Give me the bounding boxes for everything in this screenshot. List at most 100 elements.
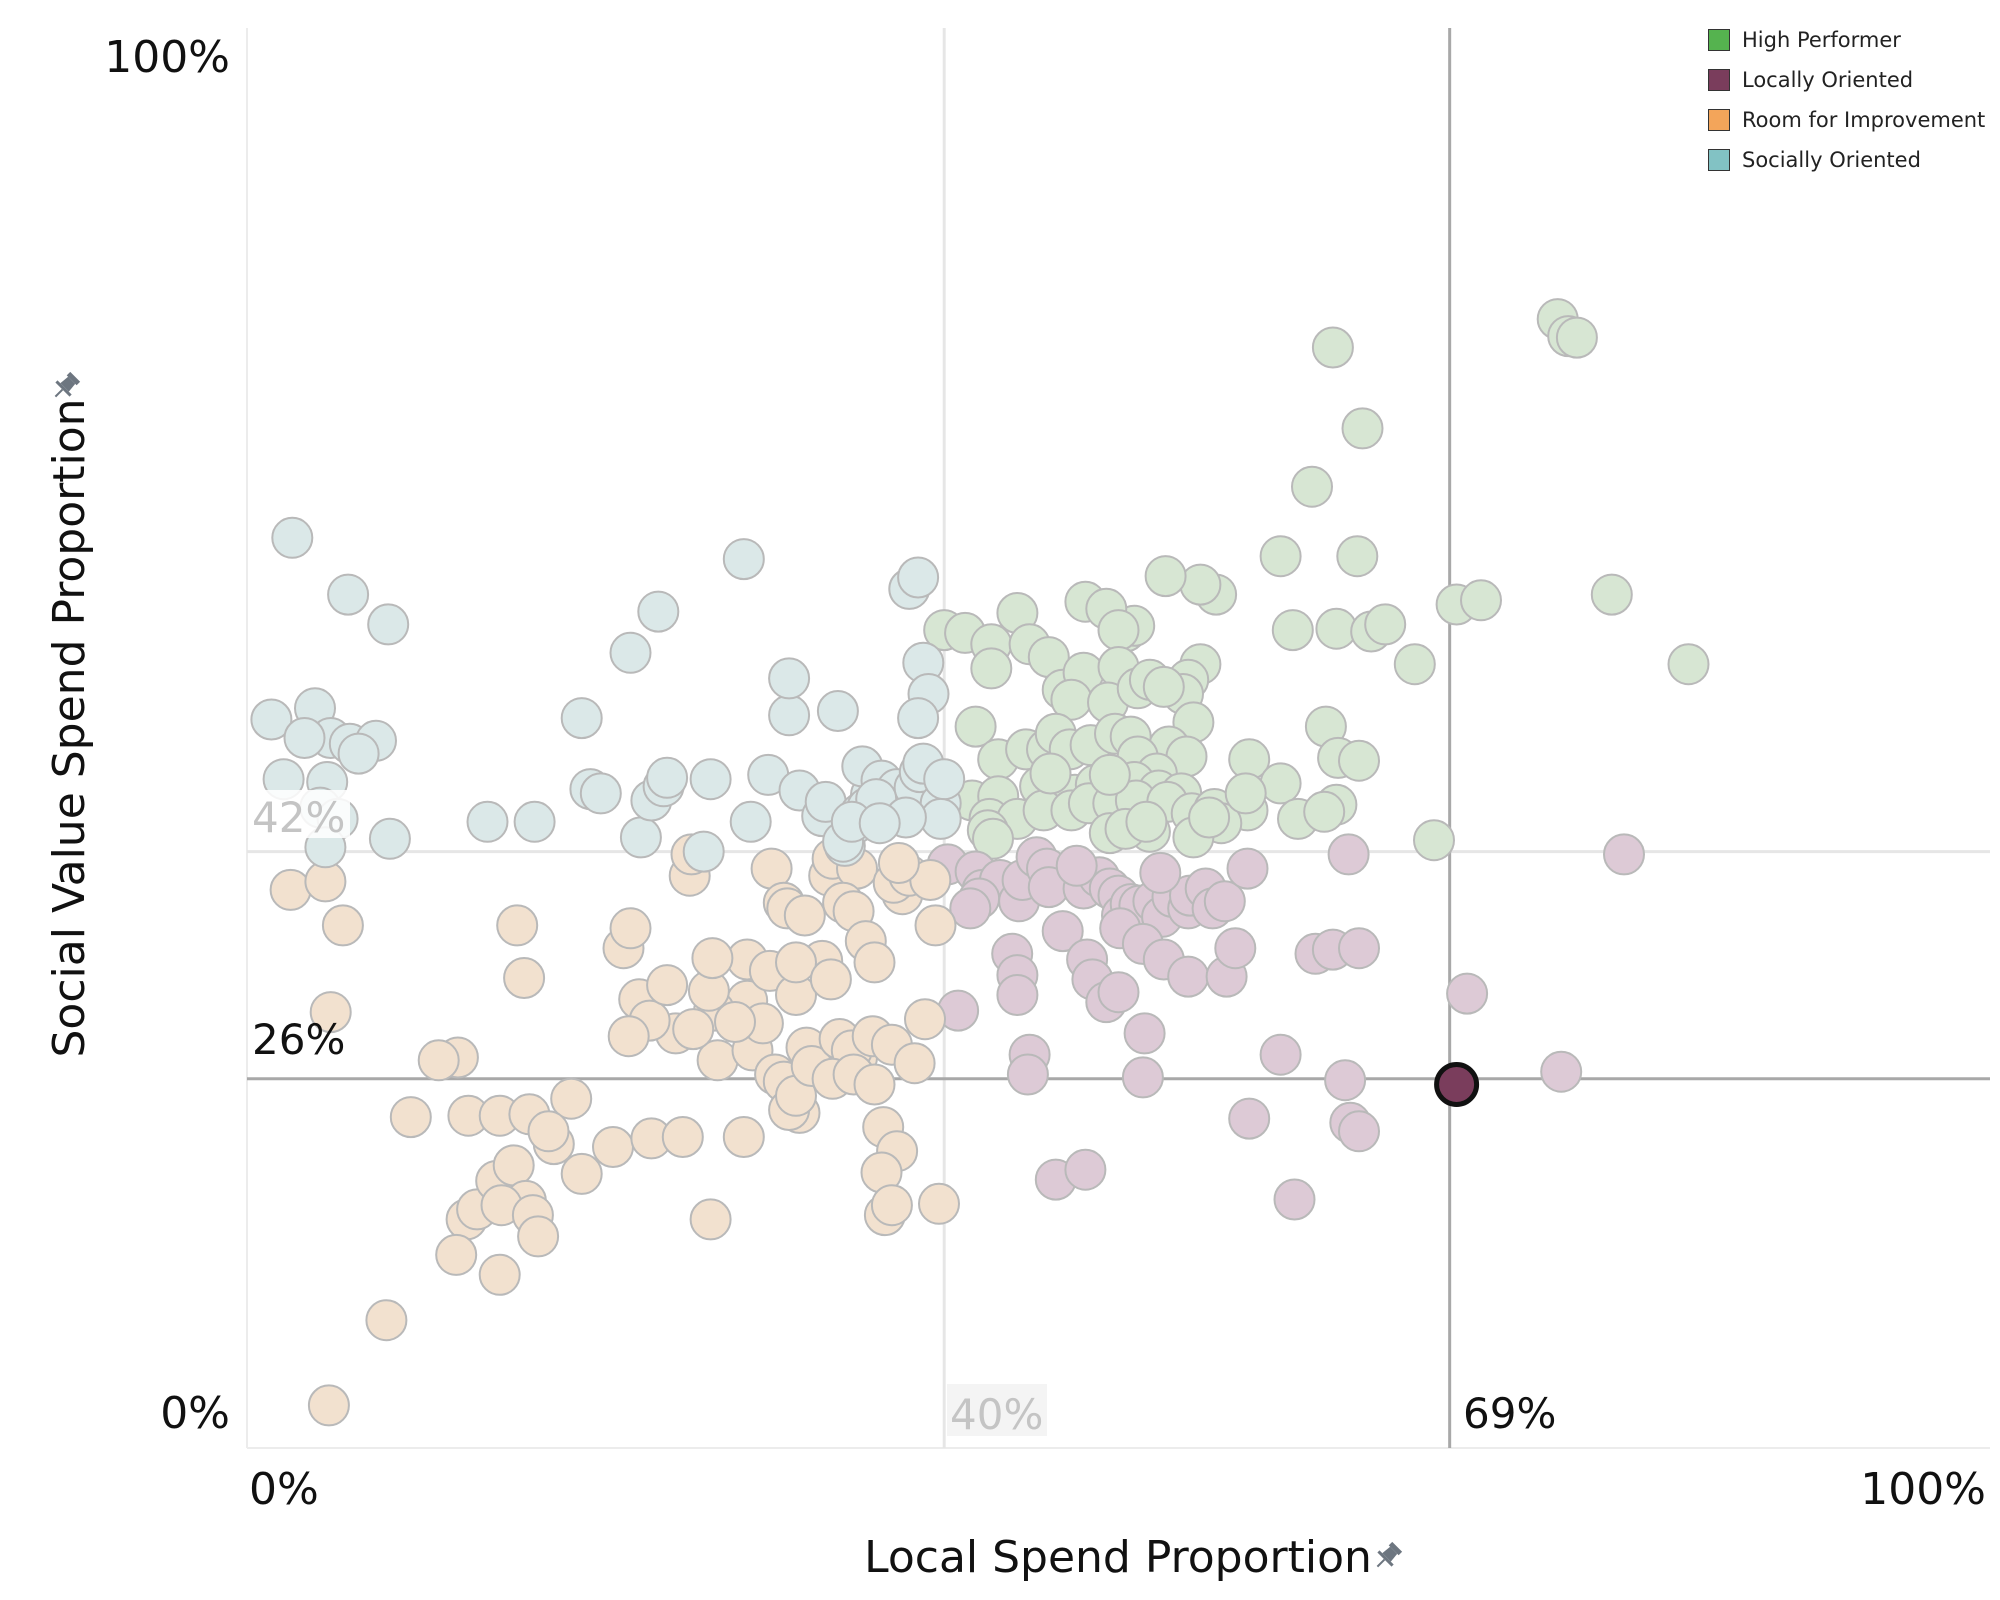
data-point-room-for-improvement[interactable] bbox=[389, 1096, 432, 1139]
data-point-locally-oriented[interactable] bbox=[949, 887, 992, 930]
data-point-room-for-improvement[interactable] bbox=[853, 1063, 896, 1106]
data-point-high-performer[interactable] bbox=[970, 647, 1013, 690]
data-point-high-performer[interactable] bbox=[1393, 643, 1436, 686]
data-point-room-for-improvement[interactable] bbox=[870, 1184, 913, 1227]
data-point-socially-oriented[interactable] bbox=[250, 698, 293, 741]
data-point-socially-oriented[interactable] bbox=[768, 657, 811, 700]
data-point-room-for-improvement[interactable] bbox=[714, 1001, 756, 1043]
data-point-high-performer[interactable] bbox=[1144, 555, 1187, 598]
data-point-socially-oriented[interactable] bbox=[327, 573, 370, 616]
data-point-high-performer[interactable] bbox=[1224, 772, 1267, 815]
data-point-locally-oriented[interactable] bbox=[1121, 1056, 1164, 1099]
data-point-high-performer[interactable] bbox=[1259, 535, 1302, 578]
x-axis-pin-icon[interactable] bbox=[1370, 1540, 1404, 1574]
data-point-locally-oriented[interactable] bbox=[1446, 972, 1489, 1015]
data-point-room-for-improvement[interactable] bbox=[661, 1116, 704, 1158]
data-point-room-for-improvement[interactable] bbox=[307, 1384, 350, 1427]
data-point-high-performer[interactable] bbox=[1097, 609, 1140, 652]
data-point-high-performer[interactable] bbox=[1142, 665, 1185, 708]
data-point-high-performer[interactable] bbox=[1341, 407, 1384, 450]
data-point-room-for-improvement[interactable] bbox=[607, 1015, 650, 1058]
data-point-high-performer[interactable] bbox=[1291, 465, 1333, 508]
data-point-locally-oriented[interactable] bbox=[1324, 1059, 1367, 1102]
data-point-locally-oriented[interactable] bbox=[1603, 833, 1645, 876]
data-point-socially-oriented[interactable] bbox=[271, 516, 314, 559]
data-point-room-for-improvement[interactable] bbox=[809, 958, 852, 1001]
data-point-socially-oriented[interactable] bbox=[337, 732, 380, 775]
data-point-room-for-improvement[interactable] bbox=[365, 1299, 408, 1342]
data-point-high-performer[interactable] bbox=[972, 817, 1014, 860]
data-point-locally-oriented[interactable] bbox=[1338, 927, 1380, 970]
data-point-room-for-improvement[interactable] bbox=[478, 1253, 521, 1296]
data-point-high-performer[interactable] bbox=[1311, 326, 1354, 369]
data-point-room-for-improvement[interactable] bbox=[321, 904, 364, 947]
data-point-high-performer[interactable] bbox=[1259, 762, 1302, 805]
data-point-socially-oriented[interactable] bbox=[858, 802, 901, 845]
data-point-room-for-improvement[interactable] bbox=[646, 964, 689, 1007]
data-point-socially-oriented[interactable] bbox=[768, 694, 811, 737]
data-point-room-for-improvement[interactable] bbox=[492, 1144, 535, 1187]
data-point-room-for-improvement[interactable] bbox=[560, 1152, 603, 1195]
data-point-high-performer[interactable] bbox=[1088, 753, 1131, 796]
data-point-room-for-improvement[interactable] bbox=[775, 941, 817, 984]
data-point-high-performer[interactable] bbox=[1125, 800, 1168, 843]
data-point-locally-oriented[interactable] bbox=[996, 974, 1039, 1016]
legend-item-locally-oriented[interactable]: Locally Oriented bbox=[1708, 60, 1985, 100]
data-point-socially-oriented[interactable] bbox=[560, 697, 603, 740]
data-point-locally-oriented[interactable] bbox=[1139, 851, 1182, 894]
data-point-high-performer[interactable] bbox=[1336, 535, 1379, 578]
data-point-locally-oriented[interactable] bbox=[1228, 1097, 1271, 1140]
data-point-high-performer[interactable] bbox=[1667, 643, 1710, 686]
data-point-socially-oriented[interactable] bbox=[897, 556, 940, 599]
data-point-room-for-improvement[interactable] bbox=[918, 1182, 960, 1225]
data-point-socially-oriented[interactable] bbox=[466, 800, 509, 843]
data-point-locally-oriented[interactable] bbox=[1259, 1033, 1302, 1076]
data-point-room-for-improvement[interactable] bbox=[691, 937, 734, 980]
data-point-room-for-improvement[interactable] bbox=[517, 1215, 560, 1258]
data-point-room-for-improvement[interactable] bbox=[672, 1008, 715, 1051]
data-point-socially-oriented[interactable] bbox=[816, 690, 859, 732]
legend-item-room-for-improvement[interactable]: Room for Improvement bbox=[1708, 100, 1985, 140]
data-point-socially-oriented[interactable] bbox=[283, 717, 326, 759]
data-point-high-performer[interactable] bbox=[1188, 796, 1231, 839]
data-point-room-for-improvement[interactable] bbox=[893, 1042, 936, 1085]
data-point-locally-oriented[interactable] bbox=[1041, 910, 1084, 953]
data-point-socially-oriented[interactable] bbox=[729, 800, 772, 843]
data-point-room-for-improvement[interactable] bbox=[503, 957, 546, 999]
data-point-room-for-improvement[interactable] bbox=[904, 998, 946, 1041]
data-point-high-performer[interactable] bbox=[1303, 790, 1346, 833]
data-point-locally-oriented[interactable] bbox=[1273, 1178, 1316, 1221]
data-point-high-performer[interactable] bbox=[1555, 316, 1598, 359]
data-point-room-for-improvement[interactable] bbox=[689, 1198, 732, 1241]
data-point-room-for-improvement[interactable] bbox=[877, 842, 920, 884]
data-point-room-for-improvement[interactable] bbox=[914, 904, 957, 947]
data-point-room-for-improvement[interactable] bbox=[527, 1110, 570, 1153]
data-point-locally-oriented[interactable] bbox=[1338, 1110, 1380, 1153]
data-point-socially-oriented[interactable] bbox=[897, 697, 940, 740]
data-point-socially-oriented[interactable] bbox=[637, 590, 680, 633]
data-point-room-for-improvement[interactable] bbox=[550, 1077, 593, 1120]
data-point-socially-oriented[interactable] bbox=[682, 830, 725, 873]
data-point-socially-oriented[interactable] bbox=[367, 603, 410, 646]
data-point-locally-oriented[interactable] bbox=[1006, 1053, 1049, 1096]
data-point-high-performer[interactable] bbox=[1413, 819, 1455, 862]
y-axis-pin-icon[interactable] bbox=[48, 370, 82, 404]
data-point-locally-oriented[interactable] bbox=[1055, 844, 1098, 887]
data-point-high-performer[interactable] bbox=[1179, 563, 1222, 606]
data-point-high-performer[interactable] bbox=[1271, 609, 1314, 652]
data-point-locally-oriented[interactable] bbox=[1540, 1050, 1583, 1093]
data-point-room-for-improvement[interactable] bbox=[592, 1126, 634, 1168]
data-point-socially-oriented[interactable] bbox=[722, 538, 765, 581]
data-point-high-performer[interactable] bbox=[1364, 603, 1407, 646]
data-point-socially-oriented[interactable] bbox=[609, 631, 652, 674]
data-point-room-for-improvement[interactable] bbox=[783, 894, 826, 937]
data-point-socially-oriented[interactable] bbox=[513, 800, 556, 843]
data-point-locally-oriented[interactable] bbox=[1097, 971, 1140, 1014]
data-point-locally-oriented[interactable] bbox=[1226, 847, 1269, 890]
highlighted-data-point[interactable] bbox=[1434, 1062, 1480, 1107]
data-point-high-performer[interactable] bbox=[1460, 579, 1502, 622]
data-point-high-performer[interactable] bbox=[1338, 739, 1380, 782]
data-point-locally-oriented[interactable] bbox=[1064, 1148, 1107, 1191]
data-point-room-for-improvement[interactable] bbox=[722, 1116, 765, 1158]
data-point-locally-oriented[interactable] bbox=[1167, 955, 1210, 998]
